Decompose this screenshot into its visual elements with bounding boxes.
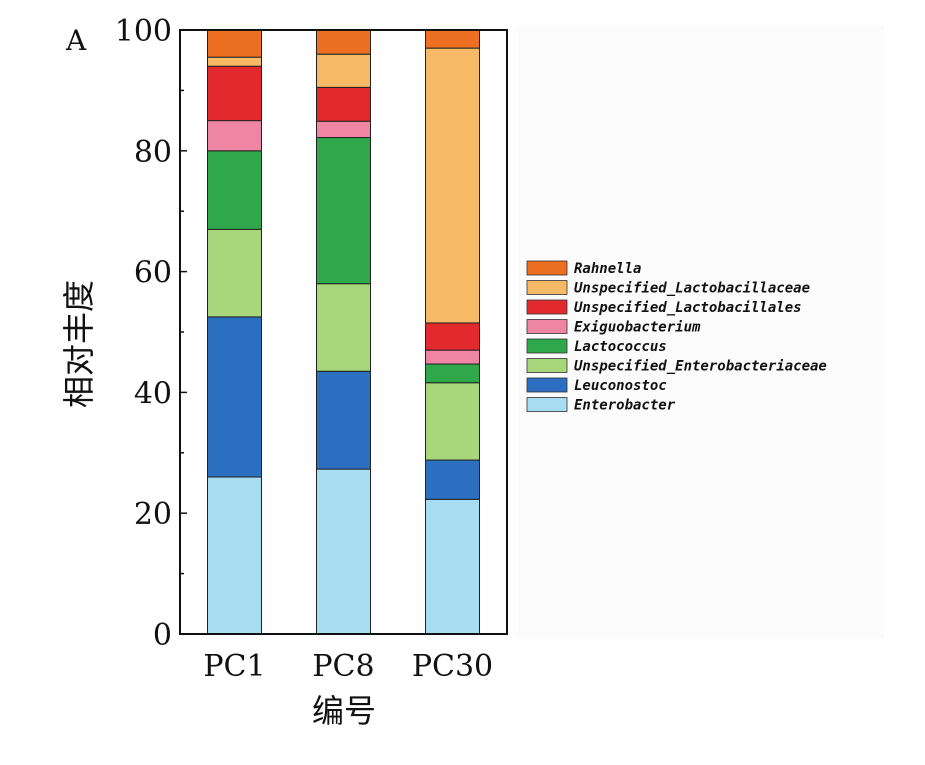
plot-frame bbox=[179, 29, 508, 635]
y-tick-label: 100 bbox=[115, 14, 172, 49]
panel-label: A bbox=[65, 24, 87, 57]
x-axis-title: 编号 bbox=[312, 692, 376, 730]
bar-segment-unspecified-lactobacillales bbox=[207, 65, 262, 122]
legend-swatch bbox=[526, 338, 568, 354]
x-category-label: PC1 bbox=[203, 649, 265, 684]
bar-segment-unspecified-enterobacteriaceae bbox=[425, 382, 480, 461]
legend-label: Lactococcus bbox=[574, 339, 667, 355]
legend-label: Exiguobacterium bbox=[574, 320, 701, 336]
bar-segment-unspecified-lactobacillales bbox=[425, 322, 480, 351]
legend-swatch bbox=[526, 397, 568, 412]
bar-segment-unspecified-lactobacillales bbox=[316, 86, 371, 122]
bars-group bbox=[207, 29, 480, 635]
bar-segment-rahnella bbox=[425, 29, 480, 49]
bar-segment-unspecified-enterobacteriaceae bbox=[207, 228, 262, 318]
y-tick-label: 60 bbox=[134, 256, 172, 291]
legend-label: Unspecified_Lactobacillaceae bbox=[574, 281, 810, 297]
legend-label: Enterobacter bbox=[574, 398, 676, 414]
legend-swatch bbox=[526, 280, 568, 295]
bar-segment-lactococcus bbox=[316, 137, 371, 285]
y-axis-title: 相对丰度 bbox=[60, 280, 98, 408]
legend-swatch bbox=[526, 377, 568, 393]
bar-segment-leuconostoc bbox=[425, 459, 480, 500]
y-tick-label: 20 bbox=[134, 497, 172, 532]
bar-segment-enterobacter bbox=[425, 498, 480, 635]
bar-segment-exiguobacterium bbox=[207, 120, 262, 152]
y-axis-ticks: 0 20 40 60 80 100 bbox=[115, 14, 187, 653]
bar-segment-unspecified-enterobacteriaceae bbox=[316, 283, 371, 372]
bar-segment-unspecified-lactobacillaceae bbox=[316, 53, 371, 88]
legend-label: Unspecified_Enterobacteriaceae bbox=[574, 359, 827, 375]
bar-segment-unspecified-lactobacillaceae bbox=[425, 47, 480, 324]
x-category-label: PC8 bbox=[312, 649, 374, 684]
bar-segment-enterobacter bbox=[316, 468, 371, 635]
bar-segment-leuconostoc bbox=[207, 316, 262, 478]
legend-label: Unspecified_Lactobacillales bbox=[574, 300, 802, 316]
legend-swatch bbox=[526, 319, 568, 334]
legend-label: Leuconostoc bbox=[574, 378, 667, 394]
legend: Rahnella Unspecified_Lactobacillaceae Unsp… bbox=[526, 260, 827, 414]
bar-segment-lactococcus bbox=[425, 363, 480, 384]
x-axis-category-labels: PC1 PC8 PC30 bbox=[203, 649, 493, 684]
legend-swatch bbox=[526, 299, 568, 315]
bar-segment-leuconostoc bbox=[316, 370, 371, 470]
y-tick-label: 0 bbox=[153, 618, 172, 653]
background-panel bbox=[518, 26, 884, 638]
x-category-label: PC30 bbox=[412, 649, 493, 684]
bar-segment-rahnella bbox=[207, 29, 262, 58]
bar-segment-rahnella bbox=[316, 29, 371, 55]
bar-segment-lactococcus bbox=[207, 150, 262, 230]
legend-swatch bbox=[526, 260, 568, 276]
bar-segment-unspecified-lactobacillaceae bbox=[207, 56, 262, 67]
bar-segment-exiguobacterium bbox=[425, 349, 480, 365]
bar-segment-exiguobacterium bbox=[316, 120, 371, 139]
bar-segment-enterobacter bbox=[207, 476, 262, 635]
y-tick-label: 40 bbox=[134, 376, 172, 411]
legend-swatch bbox=[526, 358, 568, 373]
y-tick-label: 80 bbox=[134, 135, 172, 170]
legend-label: Rahnella bbox=[574, 261, 641, 277]
